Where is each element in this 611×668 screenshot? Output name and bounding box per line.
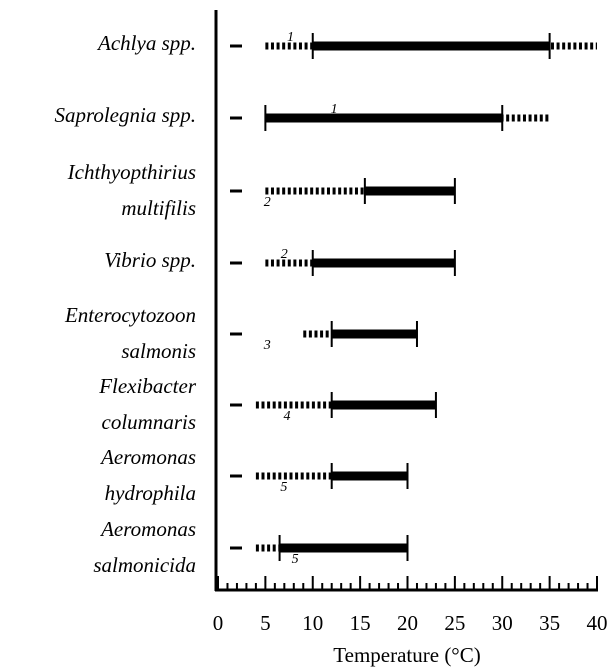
category-label-line: Aeromonas — [99, 445, 196, 469]
category-label: Saprolegnia spp. 1 — [54, 102, 337, 127]
category-label-line: Ichthyopthirius — [67, 160, 196, 184]
x-axis-label: Temperature (°C) — [333, 643, 480, 667]
optimal-range — [331, 471, 408, 481]
optimal-range — [279, 543, 408, 553]
optimal-range — [331, 400, 436, 410]
optimal-range — [312, 258, 455, 268]
x-tick-label: 30 — [492, 611, 513, 635]
optimal-range — [265, 113, 503, 123]
category-label-line: salmonicida — [93, 553, 196, 577]
x-tick-label: 40 — [587, 611, 608, 635]
superscript: 2 — [264, 195, 271, 210]
x-tick-label: 15 — [350, 611, 371, 635]
superscript: 5 — [292, 552, 299, 567]
category-label-line: Vibrio spp. — [104, 248, 196, 272]
superscript: 4 — [284, 409, 291, 424]
category-label-line: columnaris — [102, 410, 197, 434]
x-tick-label: 20 — [397, 611, 418, 635]
category-label: Achlya spp. 1 — [96, 30, 294, 55]
x-tick-label: 35 — [539, 611, 560, 635]
superscript: 3 — [263, 338, 271, 353]
category-label-line: Aeromonas — [99, 517, 196, 541]
category-label: Aeromonas hydrophila 5 — [99, 445, 287, 505]
optimal-range — [331, 329, 417, 339]
category-label-line: hydrophila — [105, 481, 196, 505]
x-tick-label: 25 — [444, 611, 465, 635]
category-label-line: multifilis — [121, 196, 196, 220]
category-label: Flexibacter columnaris 4 — [98, 374, 290, 434]
optimal-range — [312, 41, 550, 51]
category-label: Vibrio spp. 2 — [104, 247, 288, 272]
category-label-line: salmonis — [121, 339, 196, 363]
category-label-line: Enterocytozoon — [64, 303, 196, 327]
category-label: Enterocytozoon salmonis 3 — [64, 303, 271, 363]
category-label-line: Achlya spp. — [96, 31, 196, 55]
category-label-line: Flexibacter — [98, 374, 197, 398]
superscript: 1 — [287, 30, 294, 45]
category-label-line: Saprolegnia spp. — [54, 103, 196, 127]
category-label: Ichthyopthirius multifilis 2 — [67, 160, 271, 220]
x-tick-label: 0 — [213, 611, 224, 635]
optimal-range — [364, 186, 455, 196]
superscript: 2 — [281, 247, 288, 262]
x-tick-label: 10 — [302, 611, 323, 635]
category-label: Aeromonas salmonicida 5 — [93, 517, 298, 577]
x-tick-label: 5 — [260, 611, 271, 635]
superscript: 1 — [331, 102, 338, 117]
superscript: 5 — [280, 480, 287, 495]
